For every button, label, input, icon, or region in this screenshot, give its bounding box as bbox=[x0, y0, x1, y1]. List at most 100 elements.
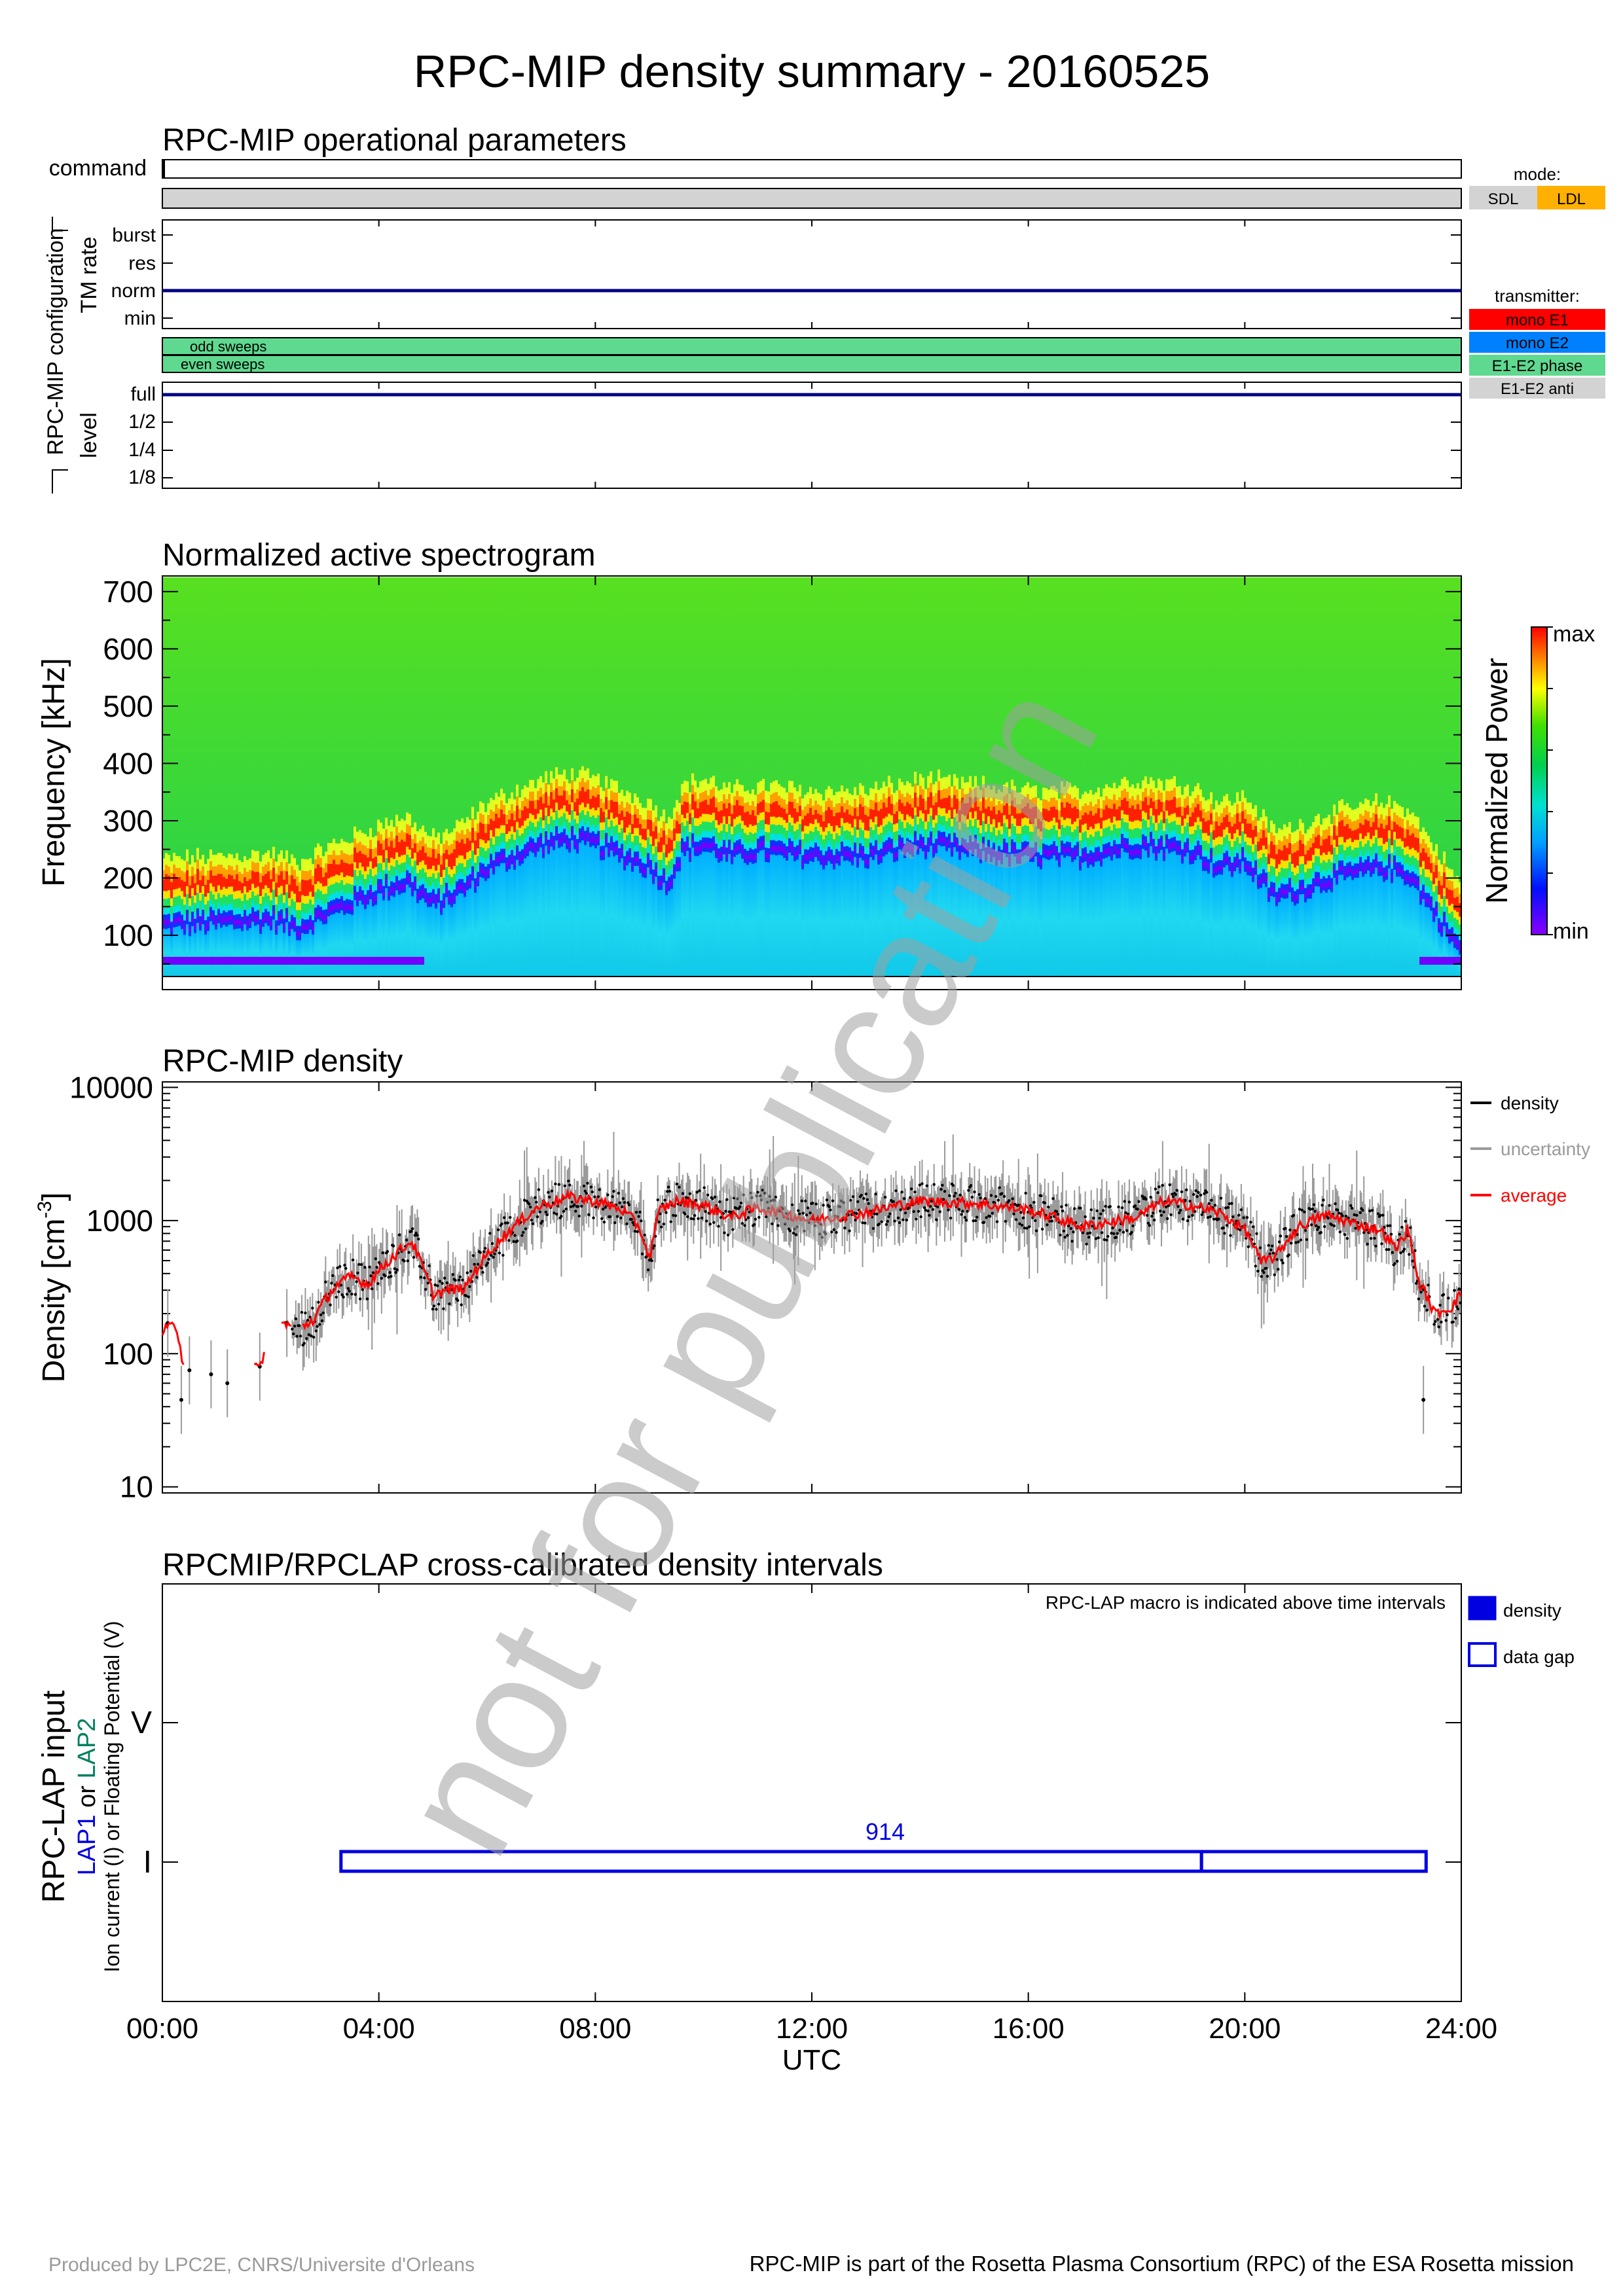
spec-col-orange bbox=[1168, 791, 1171, 801]
spec-col-violet bbox=[1199, 850, 1202, 856]
spec-col-orange bbox=[712, 787, 715, 797]
spec-col-red bbox=[1446, 888, 1448, 902]
spec-col-low bbox=[1273, 897, 1275, 977]
spec-col-cyan bbox=[791, 834, 793, 842]
spec-col-violet bbox=[1184, 847, 1186, 853]
spec-col-low bbox=[1089, 865, 1092, 977]
spec-col-yellow2 bbox=[555, 802, 558, 811]
spec-col-red bbox=[848, 814, 851, 827]
spec-col-red bbox=[1061, 802, 1063, 820]
spec-col-violet bbox=[869, 848, 872, 853]
spec-col-yellow bbox=[1123, 776, 1126, 789]
spec-col-yellow2 bbox=[1210, 824, 1213, 833]
spec-col-violet bbox=[1443, 917, 1446, 923]
spec-col-yellow2 bbox=[961, 814, 964, 823]
spec-col-orange bbox=[448, 845, 450, 855]
spec-col-yellow bbox=[938, 769, 940, 781]
spec-col-cyan bbox=[233, 908, 236, 916]
spec-col-violet bbox=[254, 916, 257, 922]
spec-col-red bbox=[262, 876, 264, 892]
spec-col-violet bbox=[670, 880, 673, 886]
spec-col-yellow2 bbox=[621, 820, 623, 829]
spec-col-green bbox=[464, 867, 466, 876]
spec-col-low bbox=[498, 866, 500, 977]
spec-col-red bbox=[542, 803, 545, 823]
spec-col-violet bbox=[547, 844, 550, 850]
spec-col-cyan bbox=[961, 831, 964, 838]
spec-col-green bbox=[1113, 824, 1116, 834]
spec-col-orange bbox=[1341, 811, 1343, 821]
spec-col-cyan bbox=[1375, 846, 1377, 853]
spec-col-violet bbox=[1312, 884, 1315, 889]
spec-col-yellow bbox=[471, 806, 474, 819]
spec-col-low bbox=[694, 855, 697, 977]
spec-col-floor bbox=[340, 957, 343, 965]
spec-col-cyan bbox=[584, 824, 587, 831]
spec-col-cyan bbox=[770, 833, 773, 840]
spec-col-cyan bbox=[1118, 837, 1121, 844]
spec-col-cyan bbox=[1432, 901, 1435, 908]
spec-col-green bbox=[851, 835, 854, 845]
spec-col-cyan bbox=[893, 841, 896, 848]
spec-col-cyan bbox=[1354, 857, 1357, 864]
spec-col-yellow bbox=[534, 787, 537, 800]
spec-col-orange bbox=[262, 867, 264, 876]
spec-col-cyan bbox=[194, 912, 196, 919]
spec-col-orange bbox=[634, 805, 636, 815]
tx-swatch-mono-e1 bbox=[1469, 309, 1605, 330]
spec-col-yellow bbox=[707, 783, 710, 796]
spec-ytick-label: 700 bbox=[103, 575, 153, 609]
spec-col-orange bbox=[1278, 840, 1281, 850]
spec-col-cyan bbox=[427, 886, 429, 893]
spec-col-orange bbox=[843, 803, 846, 813]
spec-col-violet bbox=[1063, 848, 1066, 854]
spec-col-yellow bbox=[587, 768, 589, 781]
spec-col-yellow2 bbox=[940, 808, 943, 817]
spec-col-yellow bbox=[346, 842, 348, 854]
spec-col-orange bbox=[498, 808, 500, 818]
spec-col-cyan bbox=[1459, 933, 1461, 941]
spec-col-red bbox=[1273, 844, 1275, 862]
spec-col-red bbox=[634, 814, 636, 831]
spec-col-red bbox=[694, 801, 697, 821]
spec-col-yellow bbox=[723, 782, 725, 795]
spec-col-yellow bbox=[364, 834, 367, 846]
spec-col-cyan bbox=[435, 888, 437, 895]
spec-col-low bbox=[846, 860, 848, 977]
spec-col-low bbox=[1267, 902, 1270, 977]
spec-col-orange bbox=[474, 831, 477, 841]
spec-col-orange bbox=[1008, 805, 1011, 815]
spec-col-green bbox=[560, 816, 563, 826]
spec-col-yellow2 bbox=[676, 833, 678, 842]
spec-col-low bbox=[367, 905, 369, 977]
spec-col-green bbox=[1029, 831, 1032, 841]
spec-col-low bbox=[1087, 868, 1089, 977]
spec-col-orange bbox=[953, 785, 956, 795]
spec-col-violet bbox=[1341, 865, 1343, 871]
spec-col-red bbox=[550, 792, 553, 812]
spec-col-orange bbox=[566, 791, 568, 800]
spec-col-green bbox=[223, 895, 225, 905]
spec-col-orange bbox=[770, 795, 773, 804]
spec-col-orange bbox=[699, 793, 702, 802]
spec-col-violet bbox=[471, 871, 474, 877]
spec-col-orange bbox=[668, 829, 670, 838]
spec-col-green bbox=[450, 877, 453, 887]
spec-col-red bbox=[1137, 804, 1139, 823]
spec-col-floor bbox=[162, 957, 165, 965]
spec-col-yellow2 bbox=[1302, 856, 1304, 865]
spec-col-low bbox=[1349, 876, 1351, 977]
spec-col-red bbox=[1228, 821, 1231, 836]
spec-col-violet bbox=[348, 905, 351, 910]
spec-col-violet bbox=[1011, 844, 1013, 850]
spec-col-orange bbox=[1095, 804, 1097, 814]
spec-col-violet bbox=[1362, 867, 1364, 873]
spec-col-orange bbox=[1370, 817, 1372, 827]
spec-col-yellow2 bbox=[1254, 836, 1257, 845]
spec-col-cyan bbox=[799, 833, 801, 840]
spec-col-green bbox=[1286, 868, 1288, 878]
spec-col-yellow2 bbox=[424, 865, 427, 873]
spec-col-orange bbox=[419, 840, 422, 850]
spec-col-yellow bbox=[1084, 791, 1087, 804]
spec-col-violet bbox=[1262, 874, 1265, 880]
